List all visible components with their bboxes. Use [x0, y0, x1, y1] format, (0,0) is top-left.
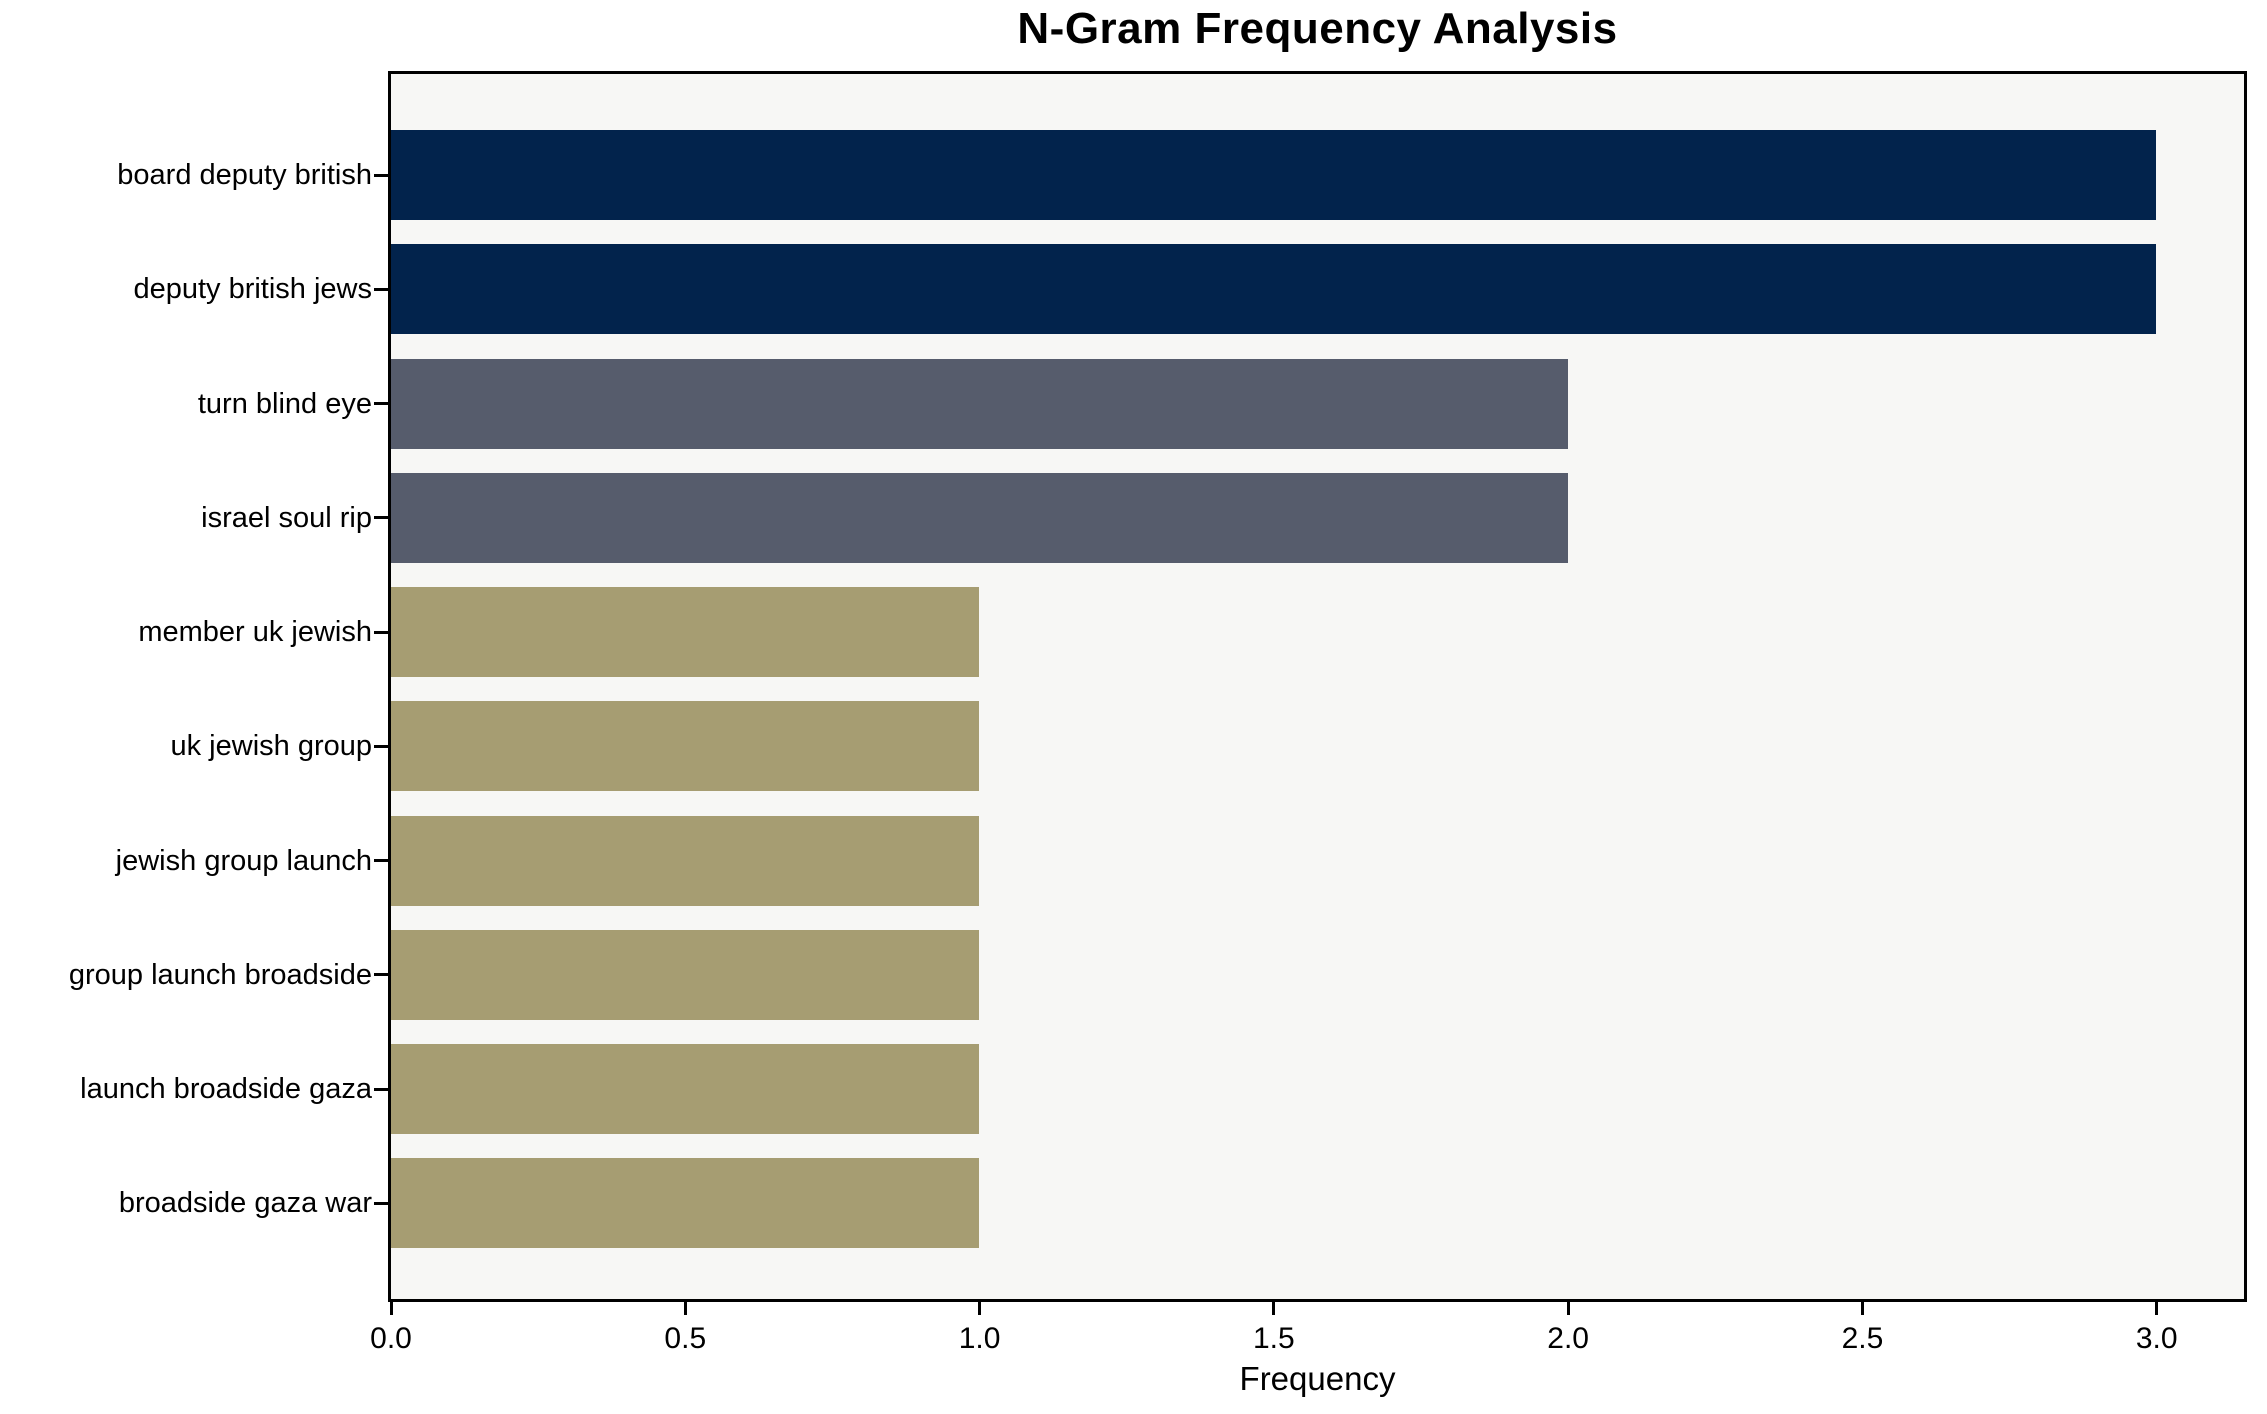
bar [391, 472, 1568, 563]
y-tick-label: uk jewish group [170, 730, 373, 763]
x-tick-mark [1566, 1302, 1570, 1315]
x-tick-mark [683, 1302, 687, 1315]
y-tick-label: deputy british jews [133, 273, 372, 306]
bar [391, 1158, 980, 1249]
x-tick-mark [978, 1302, 982, 1315]
x-tick-label: 0.0 [370, 1322, 412, 1355]
y-tick-label: board deputy british [117, 159, 372, 191]
bar [391, 701, 980, 792]
x-axis-label: Frequency [1239, 1360, 1396, 1397]
y-tick-label: israel soul rip [201, 501, 372, 534]
x-tick-mark [1860, 1302, 1864, 1315]
bar [391, 358, 1568, 449]
y-tick-mark [374, 402, 388, 405]
y-tick-mark [374, 173, 388, 177]
x-tick-label: 3.0 [2135, 1322, 2178, 1355]
y-tick-label: launch broadside gaza [80, 1073, 372, 1105]
y-tick-mark [374, 1087, 388, 1091]
y-tick-label: jewish group launch [115, 844, 372, 877]
y-tick-mark [374, 973, 388, 977]
x-tick-mark [389, 1302, 393, 1315]
x-tick-label: 0.5 [664, 1322, 707, 1355]
y-tick-mark [374, 516, 388, 520]
x-tick-mark [1272, 1302, 1276, 1315]
x-tick-mark [2155, 1302, 2159, 1315]
bar [391, 815, 980, 906]
y-tick-label: broadside gaza war [118, 1187, 372, 1220]
y-tick-mark [374, 287, 388, 291]
y-tick-label: member uk jewish [138, 616, 372, 648]
bar [391, 130, 2156, 220]
x-tick-label: 2.0 [1547, 1322, 1589, 1355]
y-tick-mark [374, 630, 388, 634]
y-tick-mark [374, 1201, 388, 1205]
y-tick-mark [374, 744, 388, 748]
x-tick-label: 1.5 [1252, 1322, 1295, 1355]
y-tick-label: group launch broadside [68, 958, 372, 991]
plot-area [388, 71, 2247, 1302]
bar [391, 929, 980, 1020]
bar [391, 244, 2156, 335]
bar [391, 1044, 980, 1134]
chart-title: N-Gram Frequency Analysis [1017, 4, 1618, 53]
y-tick-label: turn blind eye [197, 387, 372, 420]
x-tick-label: 1.0 [958, 1322, 1001, 1355]
bar [391, 587, 980, 677]
x-tick-label: 2.5 [1841, 1322, 1884, 1355]
y-tick-mark [374, 859, 388, 862]
